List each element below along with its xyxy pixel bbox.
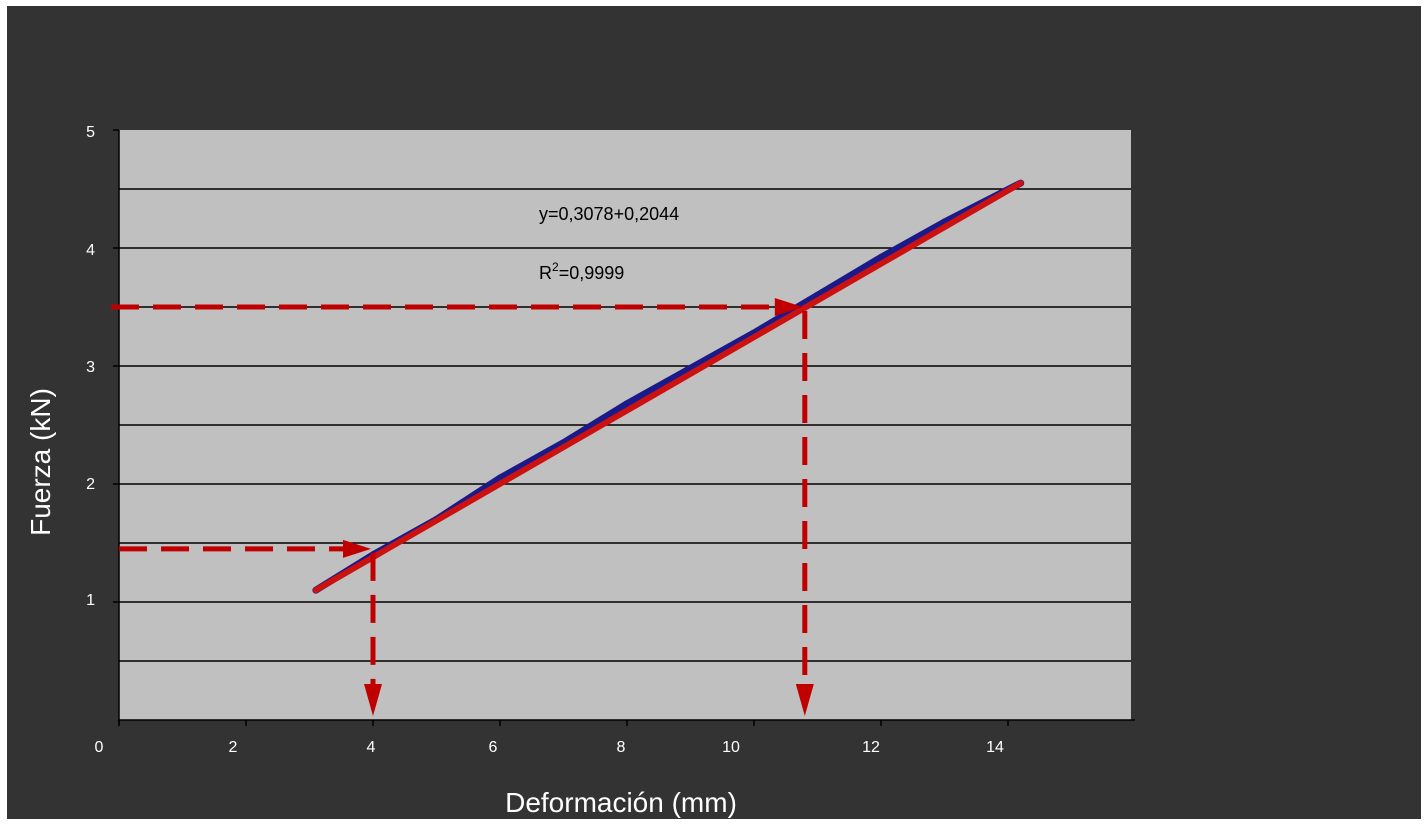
- y-axis-title: Fuerza (kN): [25, 388, 56, 536]
- x-tick-label: 8: [617, 739, 626, 756]
- reference-arrow-down: [795, 684, 814, 716]
- x-tick-label: 0: [95, 739, 104, 756]
- data-point: [877, 253, 885, 261]
- equation-annotation: y=0,3078+0,2044: [539, 204, 679, 224]
- x-tick-label: 12: [862, 739, 880, 756]
- y-tick-label: 1: [86, 592, 95, 609]
- y-tick-label: 3: [86, 359, 95, 376]
- r2-prefix: R: [539, 263, 552, 283]
- y-tick-label: 5: [86, 124, 95, 141]
- x-tick-label: 14: [986, 739, 1004, 756]
- chart-frame: 1 2 3 4 5 0 2 4 6 8 10 12 14 y=0,3078+0,2044 R2=0,99…: [7, 6, 1421, 819]
- r2-value: =0,9999: [559, 263, 625, 283]
- r2-superscript: 2: [552, 260, 559, 274]
- reference-arrow-down: [364, 684, 382, 716]
- y-tick-label: 4: [86, 242, 95, 259]
- reference-arrow-right: [774, 298, 803, 316]
- reference-arrow-right: [343, 539, 371, 558]
- data-point: [623, 400, 631, 408]
- x-tick-label: 4: [367, 739, 376, 756]
- x-axis-title: Deformación (mm): [505, 787, 737, 818]
- x-tick-label: 2: [229, 739, 238, 756]
- y-tick-label: 2: [86, 476, 95, 493]
- x-tick-label: 6: [489, 739, 498, 756]
- fit-line: [312, 180, 1024, 594]
- x-tick-label: 10: [722, 739, 740, 756]
- r2-annotation: R2=0,9999: [539, 260, 624, 283]
